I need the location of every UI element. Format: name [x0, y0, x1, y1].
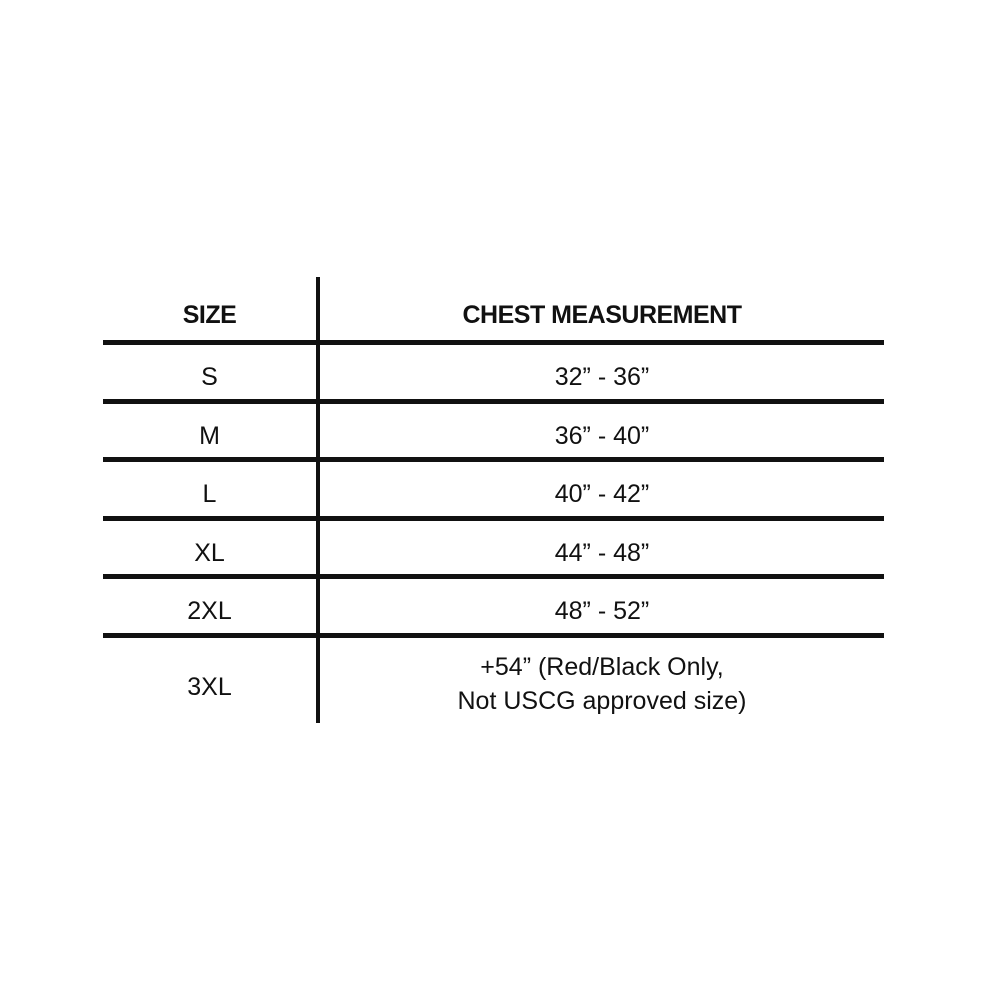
chest-cell: 32” - 36”: [554, 363, 650, 391]
chest-cell: 44” - 48”: [554, 539, 650, 567]
size-cell: L: [202, 480, 217, 508]
chest-cell: 36” - 40”: [554, 422, 650, 450]
size-cell: 2XL: [187, 597, 232, 625]
chest-cell: 40” - 42”: [554, 480, 650, 508]
column-divider: [316, 277, 320, 723]
row-divider: [103, 340, 884, 345]
row-divider: [103, 399, 884, 404]
chest-cell-line1: +54” (Red/Black Only,: [480, 653, 724, 681]
size-cell: S: [201, 363, 218, 391]
header-chest-measurement: CHEST MEASUREMENT: [462, 301, 742, 329]
row-divider: [103, 574, 884, 579]
size-cell: XL: [194, 539, 225, 567]
row-divider: [103, 633, 884, 638]
chest-cell: 48” - 52”: [554, 597, 650, 625]
size-cell: M: [199, 422, 220, 450]
header-size: SIZE: [182, 301, 237, 329]
size-cell: 3XL: [187, 673, 232, 701]
chest-cell-line2: Not USCG approved size): [457, 687, 747, 715]
row-divider: [103, 516, 884, 521]
row-divider: [103, 457, 884, 462]
